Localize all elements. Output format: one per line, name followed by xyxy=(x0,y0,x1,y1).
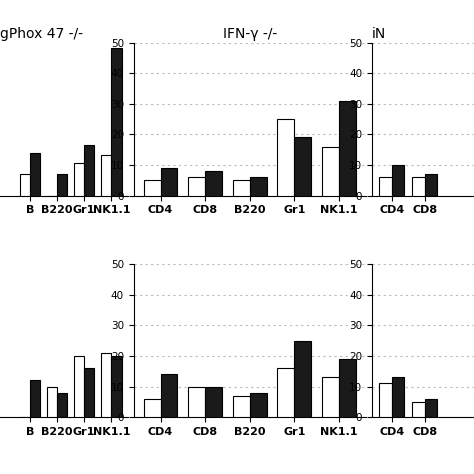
Bar xyxy=(144,399,161,417)
Bar xyxy=(339,101,356,195)
Bar xyxy=(101,353,111,417)
Bar xyxy=(144,180,161,195)
Bar xyxy=(57,174,67,195)
Bar xyxy=(250,177,267,195)
Bar xyxy=(205,387,222,417)
Bar xyxy=(392,377,404,417)
Bar xyxy=(379,383,392,417)
Bar xyxy=(294,341,311,417)
Bar xyxy=(84,368,94,417)
Bar xyxy=(74,164,84,195)
Bar xyxy=(250,392,267,417)
Bar xyxy=(161,168,177,195)
Bar xyxy=(57,392,67,417)
Bar xyxy=(412,177,425,195)
Bar xyxy=(233,396,250,417)
Bar xyxy=(161,374,177,417)
Bar xyxy=(412,402,425,417)
Bar xyxy=(425,174,437,195)
Bar xyxy=(233,180,250,195)
Text: gPhox 47 -/-: gPhox 47 -/- xyxy=(0,27,83,42)
Bar xyxy=(425,399,437,417)
Bar xyxy=(188,177,205,195)
Bar xyxy=(84,145,94,195)
Bar xyxy=(188,387,205,417)
Title: IFN-γ -/-: IFN-γ -/- xyxy=(223,27,277,42)
Text: iN: iN xyxy=(372,27,386,42)
Bar xyxy=(322,377,339,417)
Bar xyxy=(205,171,222,195)
Bar xyxy=(339,359,356,417)
Bar xyxy=(19,174,30,195)
Bar xyxy=(322,146,339,195)
Bar xyxy=(30,381,40,417)
Bar xyxy=(101,155,111,195)
Bar xyxy=(277,119,294,195)
Bar xyxy=(74,356,84,417)
Bar xyxy=(111,356,122,417)
Bar xyxy=(111,48,122,195)
Bar xyxy=(379,177,392,195)
Bar xyxy=(277,368,294,417)
Bar xyxy=(47,387,57,417)
Bar xyxy=(30,153,40,195)
Bar xyxy=(294,137,311,195)
Bar xyxy=(392,165,404,195)
